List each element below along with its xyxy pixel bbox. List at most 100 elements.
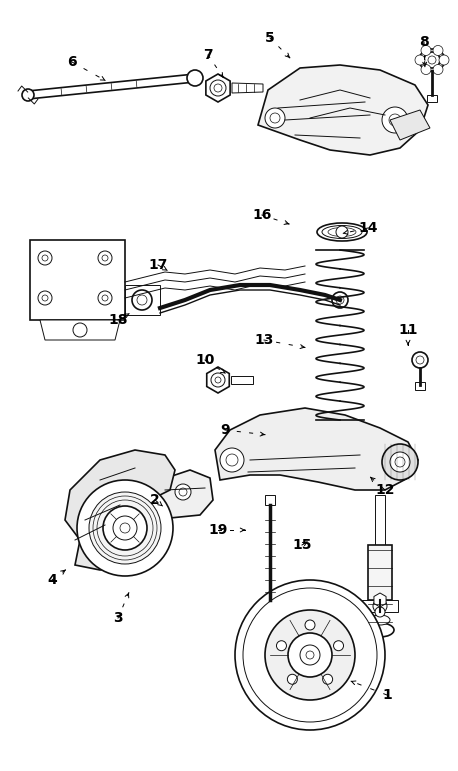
Circle shape <box>333 641 344 651</box>
Circle shape <box>421 65 431 75</box>
Circle shape <box>103 506 147 550</box>
Text: 15: 15 <box>292 538 312 552</box>
Circle shape <box>373 599 387 613</box>
Circle shape <box>306 651 314 659</box>
Circle shape <box>235 580 385 730</box>
Circle shape <box>300 645 320 665</box>
Text: 5: 5 <box>265 31 275 45</box>
Circle shape <box>336 226 348 238</box>
Circle shape <box>322 675 333 685</box>
Circle shape <box>215 377 221 383</box>
Polygon shape <box>207 367 229 393</box>
Ellipse shape <box>263 605 277 611</box>
Circle shape <box>42 295 48 301</box>
Text: 19: 19 <box>208 523 228 537</box>
Circle shape <box>265 610 355 700</box>
Text: 4: 4 <box>47 573 57 587</box>
Polygon shape <box>125 285 160 315</box>
Polygon shape <box>232 83 263 93</box>
Circle shape <box>179 488 187 496</box>
Circle shape <box>439 55 449 65</box>
Circle shape <box>211 373 225 387</box>
Polygon shape <box>368 545 392 600</box>
Ellipse shape <box>322 225 362 238</box>
Circle shape <box>332 292 348 308</box>
Circle shape <box>375 607 385 617</box>
Circle shape <box>175 484 191 500</box>
Circle shape <box>305 620 315 630</box>
Circle shape <box>214 84 222 92</box>
Circle shape <box>98 251 112 265</box>
Circle shape <box>416 356 424 364</box>
Polygon shape <box>390 110 430 140</box>
Text: 16: 16 <box>252 208 272 222</box>
Polygon shape <box>155 470 213 518</box>
Circle shape <box>89 492 161 564</box>
Ellipse shape <box>366 623 394 637</box>
Circle shape <box>137 295 147 305</box>
Circle shape <box>389 114 401 126</box>
Polygon shape <box>40 320 120 340</box>
Circle shape <box>336 296 344 304</box>
Text: 8: 8 <box>419 35 429 49</box>
Text: 17: 17 <box>148 258 168 272</box>
Polygon shape <box>30 240 125 320</box>
Circle shape <box>382 107 408 133</box>
Circle shape <box>120 523 130 533</box>
Polygon shape <box>375 495 385 545</box>
Polygon shape <box>206 74 230 102</box>
Ellipse shape <box>419 49 445 71</box>
Polygon shape <box>258 65 428 155</box>
Polygon shape <box>265 495 275 505</box>
Ellipse shape <box>261 596 279 604</box>
Ellipse shape <box>328 227 356 237</box>
Circle shape <box>102 295 108 301</box>
Polygon shape <box>374 593 386 607</box>
Ellipse shape <box>370 615 390 625</box>
Circle shape <box>42 255 48 261</box>
Polygon shape <box>362 600 398 612</box>
Text: 14: 14 <box>358 221 378 235</box>
Text: 13: 13 <box>254 333 274 347</box>
Circle shape <box>433 65 443 75</box>
Polygon shape <box>427 95 437 102</box>
Text: 2: 2 <box>150 493 160 507</box>
Circle shape <box>22 89 34 101</box>
Text: 10: 10 <box>195 353 215 367</box>
Circle shape <box>113 516 137 540</box>
Circle shape <box>73 323 87 337</box>
Circle shape <box>265 108 285 128</box>
Text: 7: 7 <box>203 48 213 62</box>
Ellipse shape <box>317 223 367 241</box>
Circle shape <box>210 80 226 96</box>
Circle shape <box>77 480 173 576</box>
Polygon shape <box>27 74 196 99</box>
Circle shape <box>421 45 431 56</box>
Circle shape <box>424 52 440 68</box>
Circle shape <box>226 454 238 466</box>
Circle shape <box>390 452 410 472</box>
Circle shape <box>38 291 52 305</box>
Text: 18: 18 <box>108 313 128 327</box>
Circle shape <box>132 290 152 310</box>
Circle shape <box>270 113 280 123</box>
Circle shape <box>415 55 425 65</box>
Circle shape <box>277 641 286 651</box>
Text: 11: 11 <box>398 323 418 337</box>
Text: 6: 6 <box>67 55 77 69</box>
Polygon shape <box>65 450 175 570</box>
Circle shape <box>287 675 297 685</box>
Circle shape <box>38 251 52 265</box>
Text: 1: 1 <box>382 688 392 702</box>
Polygon shape <box>215 408 418 490</box>
Circle shape <box>395 457 405 467</box>
Polygon shape <box>415 382 425 390</box>
Text: 3: 3 <box>113 611 123 625</box>
Circle shape <box>288 633 332 677</box>
Circle shape <box>382 444 418 480</box>
Circle shape <box>433 45 443 56</box>
Circle shape <box>220 448 244 472</box>
Polygon shape <box>231 376 253 384</box>
Circle shape <box>243 588 377 722</box>
Circle shape <box>187 70 203 86</box>
